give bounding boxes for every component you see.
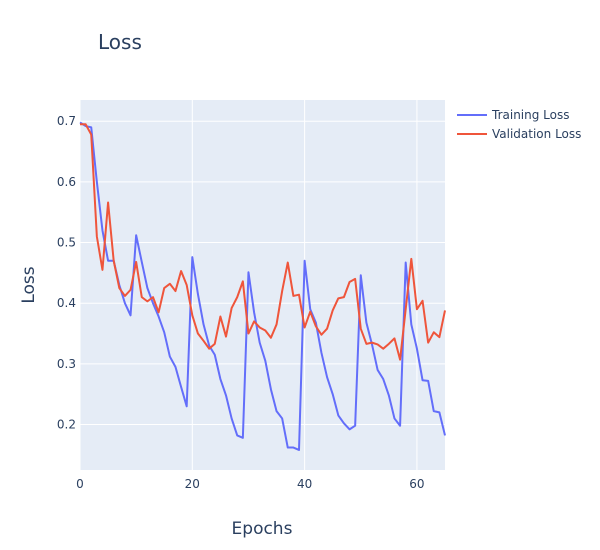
x-tick-label-1: 20 [185, 477, 200, 491]
legend[interactable]: Training Loss Validation Loss [457, 108, 581, 141]
plot-area [80, 100, 445, 470]
chart-title: Loss [98, 30, 142, 54]
y-tick-label-3: 0.5 [57, 236, 76, 250]
series-line-1 [80, 123, 446, 361]
series-line-0 [79, 121, 446, 451]
series-layer [79, 121, 446, 451]
x-tick-labels: 0 20 40 60 [76, 477, 424, 491]
x-tick-label-0: 0 [76, 477, 84, 491]
y-tick-label-5: 0.7 [57, 114, 76, 128]
legend-label-0: Training Loss [491, 108, 569, 122]
x-tick-label-3: 60 [409, 477, 424, 491]
y-tick-labels: 0.2 0.3 0.4 0.5 0.6 0.7 [57, 114, 76, 431]
x-axis-title: Epochs [232, 519, 293, 539]
y-tick-label-0: 0.2 [57, 418, 76, 432]
y-tick-label-1: 0.3 [57, 357, 76, 371]
legend-label-1: Validation Loss [492, 127, 581, 141]
legend-item-1[interactable]: Validation Loss [457, 127, 581, 141]
y-tick-label-2: 0.4 [57, 296, 76, 310]
y-axis-title: Loss [19, 266, 39, 303]
x-tick-label-2: 40 [297, 477, 312, 491]
legend-item-0[interactable]: Training Loss [457, 108, 569, 122]
y-tick-label-4: 0.6 [57, 175, 76, 189]
